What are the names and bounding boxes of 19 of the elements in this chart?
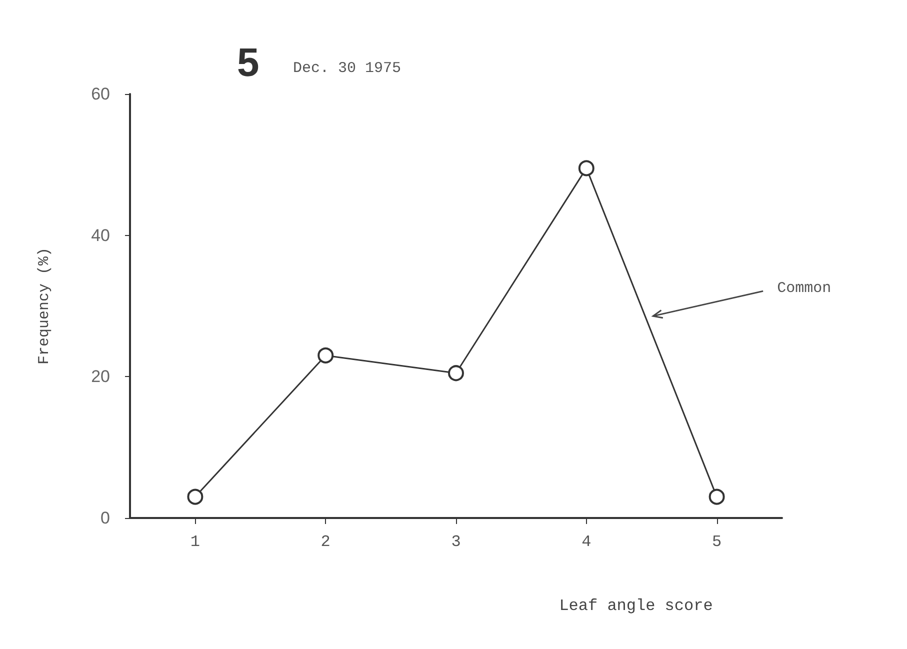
y-tick-label: 60 — [91, 84, 110, 104]
chart-subtitle: Dec. 30 1975 — [293, 60, 402, 77]
point — [318, 347, 334, 364]
y-tick-label: 20 — [91, 367, 110, 386]
x-tick-label: 4 — [582, 533, 592, 551]
y-tick-label: 0 — [100, 508, 110, 528]
x-tick-label: 5 — [712, 533, 722, 551]
x-tick-label: 2 — [320, 533, 330, 551]
chart-title: 5 — [237, 41, 260, 85]
x-tick-label: 3 — [451, 533, 461, 551]
y-tick-label: 40 — [91, 226, 110, 245]
point — [708, 488, 725, 505]
annotation: Common — [777, 280, 832, 298]
point — [448, 365, 464, 382]
point — [578, 160, 594, 176]
point — [187, 488, 204, 505]
y-axis-title: Frequency (%) — [36, 247, 53, 365]
x-tick-label: 1 — [190, 533, 200, 551]
x-axis-title: Leaf angle score — [559, 597, 713, 615]
